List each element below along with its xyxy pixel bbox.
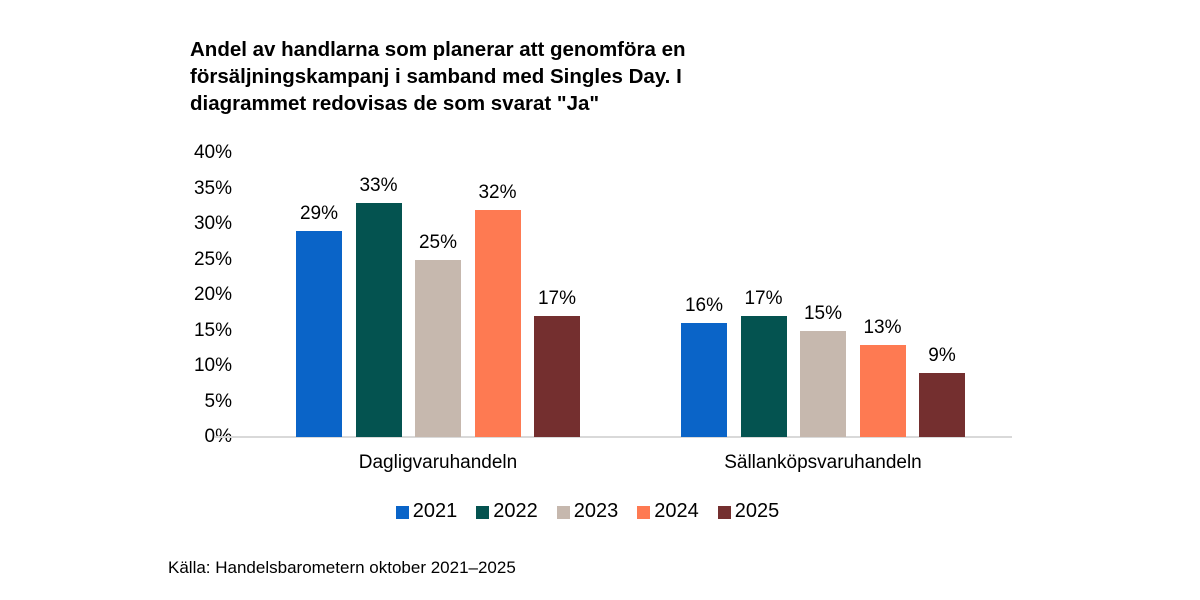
legend-label: 2021 bbox=[412, 499, 458, 522]
bar-value-label: 15% bbox=[803, 302, 843, 324]
legend-label: 2023 bbox=[573, 499, 619, 522]
chart-title-line: försäljningskampanj i samband med Single… bbox=[190, 65, 682, 88]
bar-2022-Sällanköpsvaruhandeln bbox=[740, 316, 787, 437]
chart-title-line: diagrammet redovisas de som svarat "Ja" bbox=[190, 92, 600, 115]
y-axis-tick-label: 10% bbox=[193, 355, 232, 376]
bar-value-label: 9% bbox=[928, 345, 956, 367]
chart-title-line: Andel av handlarna som planerar att geno… bbox=[190, 38, 686, 61]
y-axis-tick-label: 25% bbox=[193, 248, 232, 270]
bar-2025-Dagligvaruhandeln bbox=[534, 316, 580, 437]
bar-value-label: 13% bbox=[863, 316, 902, 338]
y-axis-tick-label: 30% bbox=[193, 213, 232, 234]
y-axis-tick-label: 5% bbox=[204, 390, 232, 412]
bar-value-label: 17% bbox=[537, 288, 577, 310]
bar-2022-Dagligvaruhandeln bbox=[355, 202, 402, 437]
legend-item-2021: 2021 bbox=[395, 499, 458, 523]
legend-label: 2025 bbox=[734, 499, 780, 522]
legend-item-2024: 2024 bbox=[637, 500, 699, 523]
x-axis-line bbox=[215, 436, 1012, 438]
legend-swatch-2022 bbox=[476, 505, 490, 519]
legend-item-2022: 2022 bbox=[476, 500, 538, 523]
legend-item-2023: 2023 bbox=[556, 499, 619, 523]
legend-swatch-2023 bbox=[556, 505, 570, 519]
legend-label: 2024 bbox=[654, 499, 699, 522]
y-axis-tick-label: 40% bbox=[193, 142, 232, 163]
legend-swatch-2025 bbox=[717, 505, 731, 519]
legend-swatch-2024 bbox=[637, 505, 651, 519]
chart-title: Andel av handlarna som planerar att geno… bbox=[190, 36, 686, 117]
bar-value-label: 29% bbox=[299, 203, 339, 225]
legend-item-2025: 2025 bbox=[717, 499, 780, 523]
source-caption: Källa: Handelsbarometern oktober 2021–20… bbox=[168, 558, 516, 577]
category-label-Sällanköpsvaruhandeln: Sällanköpsvaruhandeln bbox=[724, 452, 922, 473]
bar-value-label: 16% bbox=[684, 295, 724, 317]
bar-2024-Dagligvaruhandeln bbox=[474, 209, 521, 437]
bar-value-label: 32% bbox=[478, 181, 517, 203]
legend: 2021 2022 2023 2024 2025 bbox=[215, 497, 960, 525]
bar-2023-Dagligvaruhandeln bbox=[415, 259, 461, 437]
legend-label: 2022 bbox=[493, 499, 538, 522]
category-label-Dagligvaruhandeln: Dagligvaruhandeln bbox=[358, 452, 518, 473]
legend-swatch-2021 bbox=[395, 505, 409, 519]
y-axis-tick-label: 15% bbox=[193, 319, 232, 341]
bar-2023-Sällanköpsvaruhandeln bbox=[800, 330, 846, 437]
bar-value-label: 33% bbox=[359, 174, 398, 196]
bar-2025-Sällanköpsvaruhandeln bbox=[919, 373, 965, 437]
y-axis-tick-label: 20% bbox=[193, 284, 232, 305]
bar-2024-Sällanköpsvaruhandeln bbox=[859, 344, 906, 437]
y-axis-tick-label: 35% bbox=[193, 177, 232, 199]
bar-value-label: 25% bbox=[418, 231, 458, 253]
bar-2021-Dagligvaruhandeln bbox=[296, 231, 342, 437]
bar-value-label: 17% bbox=[744, 288, 783, 310]
bar-2021-Sällanköpsvaruhandeln bbox=[681, 323, 727, 437]
